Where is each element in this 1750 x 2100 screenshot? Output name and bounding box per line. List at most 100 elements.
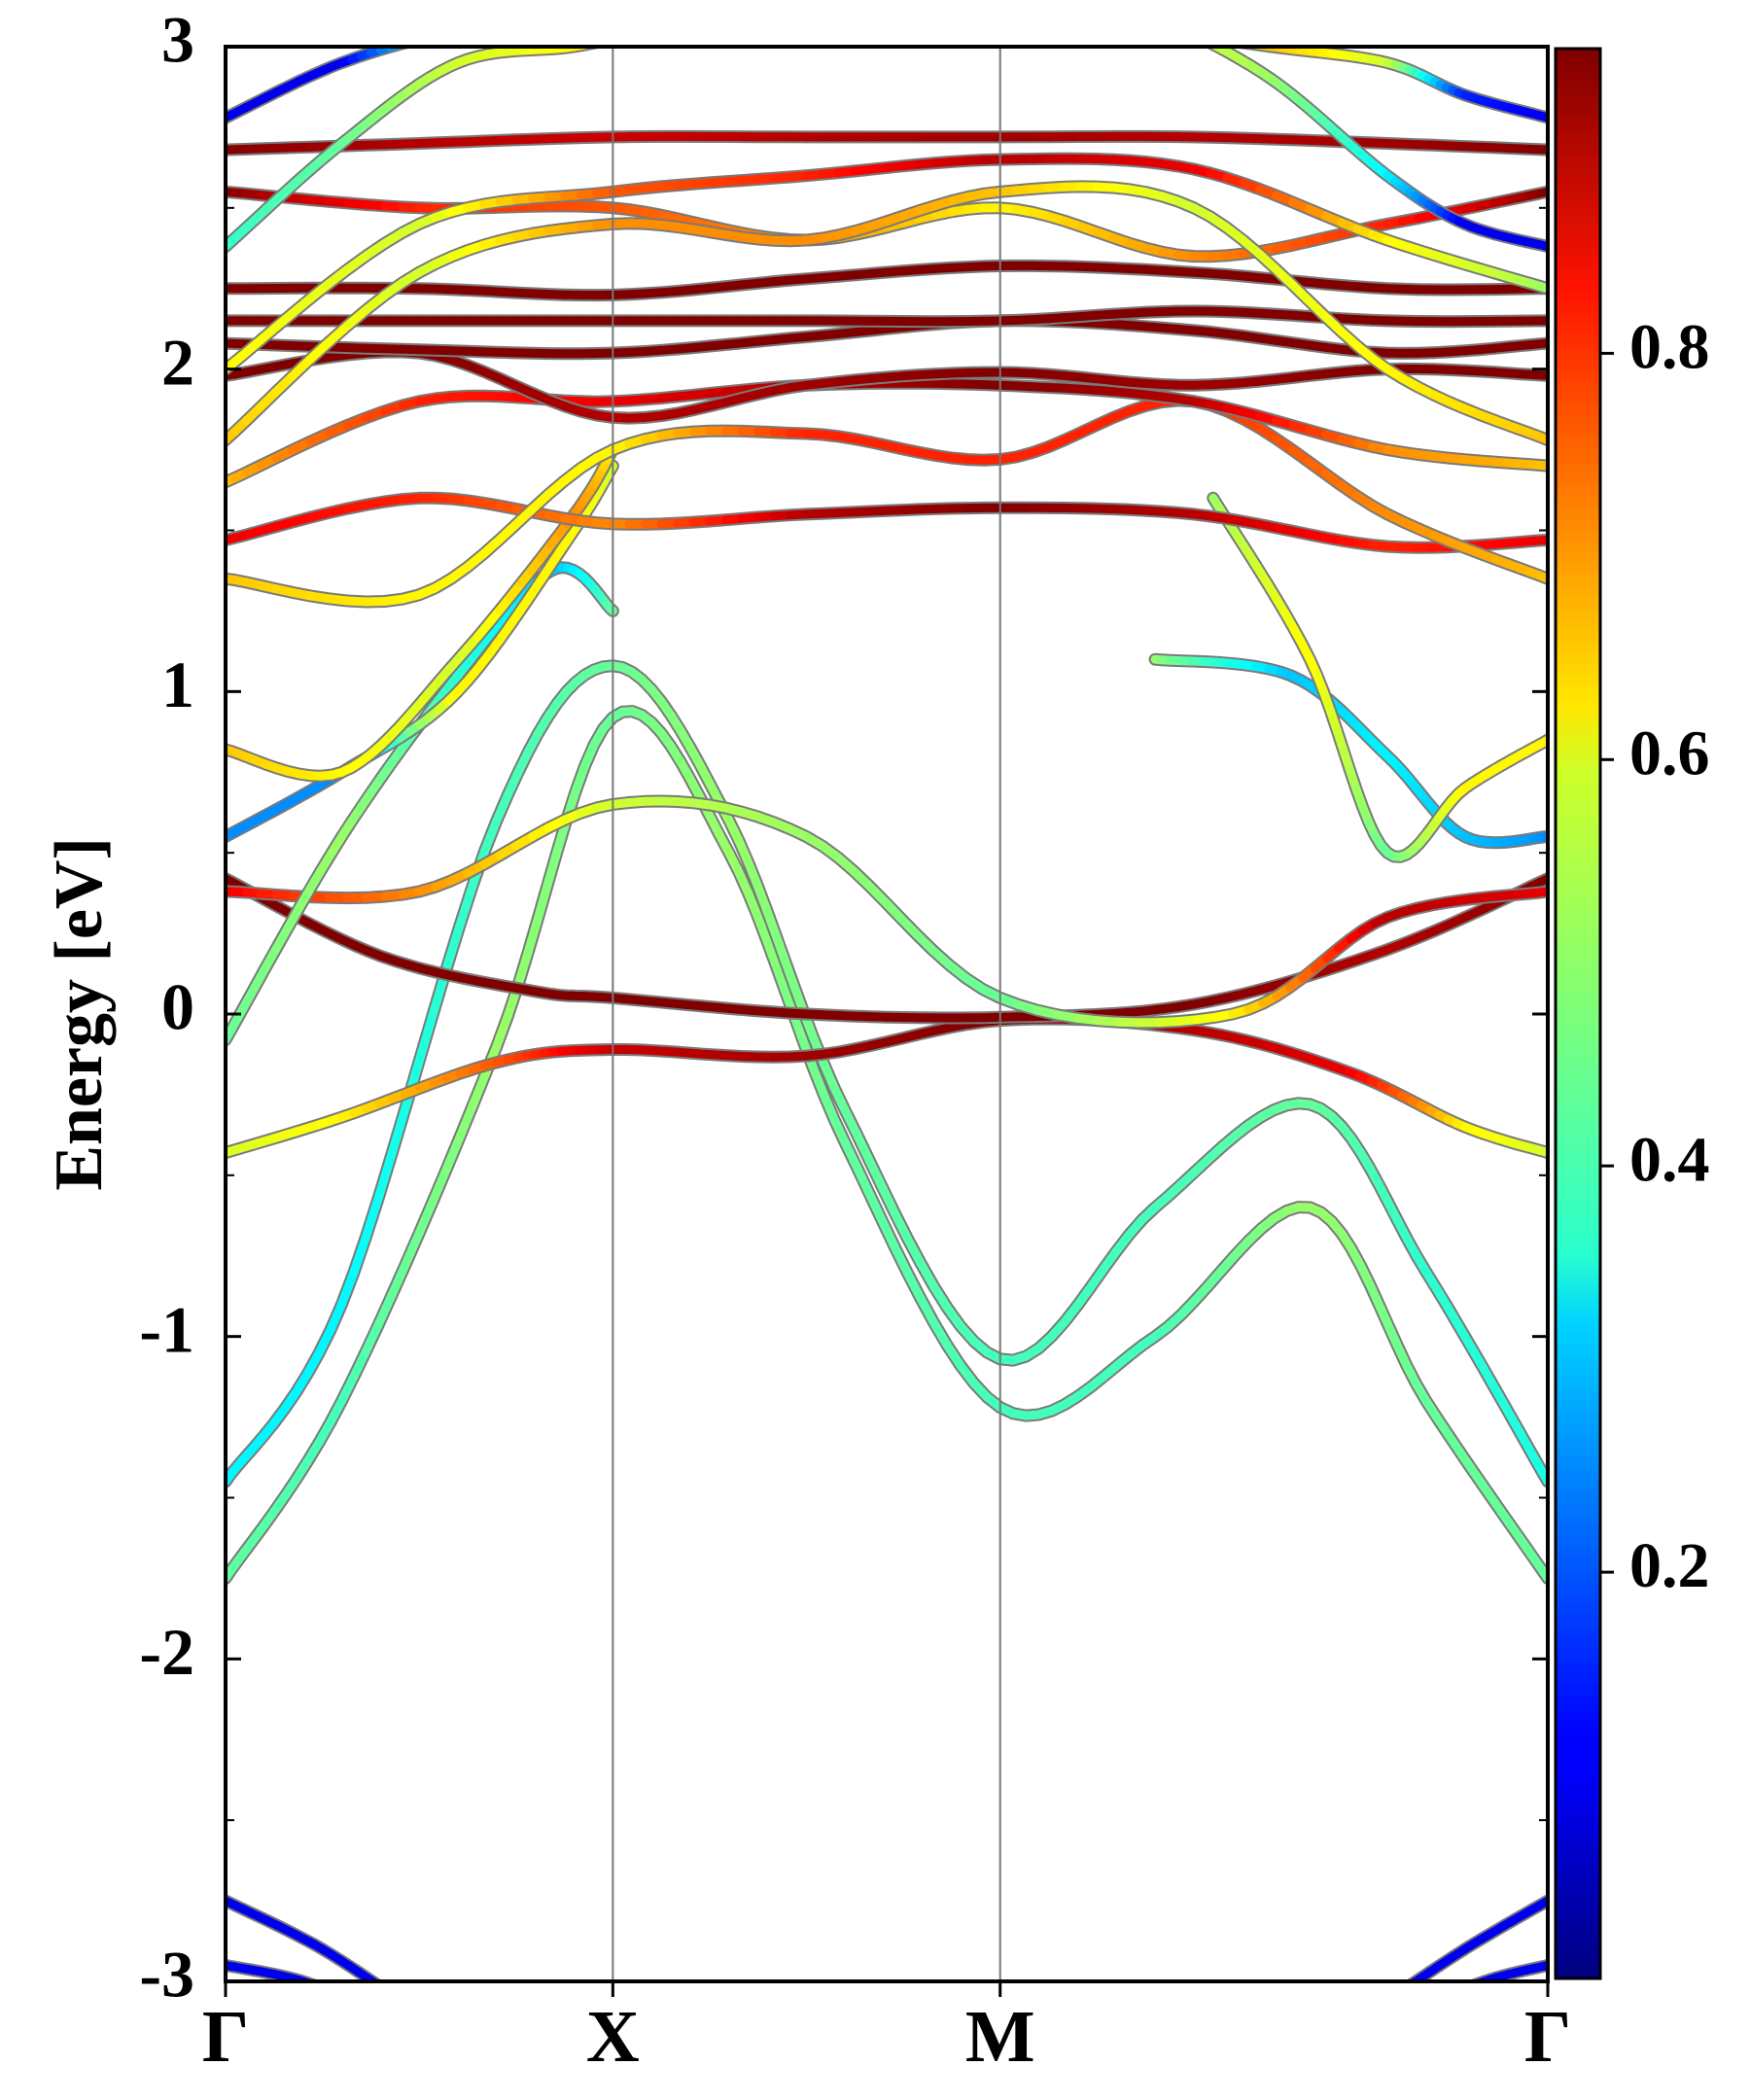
band-9 [1148, 652, 1548, 850]
y-tick-label: 1 [161, 648, 194, 721]
band-segment [606, 39, 613, 41]
y-tick-label: -2 [139, 1615, 194, 1689]
band-segment [354, 2002, 361, 2005]
band-segment [1155, 30, 1161, 31]
band-segment [1155, 15, 1161, 18]
band-segment [374, 1149, 397, 1202]
band-segment [1195, 35, 1206, 41]
y-tick-label: 2 [161, 325, 194, 399]
band-segment [633, 33, 639, 34]
band-segment [644, 31, 648, 32]
band-segment [455, 1102, 477, 1142]
band-segment [876, 1180, 898, 1216]
band-lines [226, 14, 1548, 2014]
band-segment [1168, 32, 1175, 33]
band-segment [1161, 18, 1168, 21]
band-segment [367, 2008, 372, 2011]
band-segment [361, 2005, 367, 2008]
band-segment [492, 790, 512, 825]
band-segment [1195, 36, 1206, 38]
band-segment [789, 1011, 809, 1047]
band-outline [1148, 652, 1548, 850]
band-segment [419, 37, 429, 39]
band-8 [226, 443, 619, 783]
band-segment [829, 1114, 850, 1148]
band-segment [864, 1154, 886, 1190]
band-segment [852, 1130, 874, 1164]
band-segment [374, 1290, 397, 1329]
band-segment [513, 947, 533, 990]
band-segment [876, 1214, 898, 1250]
band-segment [543, 847, 562, 889]
band-segment [386, 1990, 395, 1996]
band-segment [598, 41, 606, 43]
band-21 [226, 180, 1548, 447]
band-segment [429, 35, 438, 37]
band-outline [226, 794, 1548, 1030]
band-segment [1427, 2002, 1434, 2005]
band-1 [226, 705, 1548, 1585]
band-segment [1206, 38, 1216, 40]
band-24 [1155, 15, 1548, 254]
band-segment [498, 22, 508, 24]
kpoint-label: X [586, 1996, 640, 2078]
band-segment [1421, 2005, 1428, 2008]
band-12 [226, 394, 1548, 609]
colorbar-tick-label: 0.4 [1629, 1124, 1710, 1195]
band-segment [373, 1979, 381, 1981]
band-segment [492, 1012, 512, 1051]
band-segment [780, 955, 799, 991]
band-segment [414, 1009, 438, 1066]
band-segment [620, 36, 627, 38]
band-segment [448, 30, 458, 32]
band-segment [916, 1293, 938, 1327]
band-segment [1408, 1979, 1415, 1981]
band-7 [226, 459, 619, 844]
band-segment [349, 1347, 370, 1382]
band-segment [819, 1090, 839, 1124]
band-segment [539, 17, 548, 18]
band-segment [414, 2011, 419, 2013]
y-axis-label: Energy [eV] [42, 837, 117, 1191]
band-segment [1411, 2010, 1416, 2012]
band-14 [226, 345, 1548, 425]
band-segment [441, 1133, 465, 1174]
band-segment [401, 1228, 424, 1270]
band-segment [575, 14, 582, 15]
band-segment [372, 2010, 377, 2012]
band-25 [1155, 30, 1548, 124]
band-segment [852, 1162, 874, 1197]
band-segment [1228, 41, 1240, 43]
band-segment [408, 2007, 414, 2011]
band-segment [586, 47, 599, 49]
band-segment [566, 15, 575, 16]
band-segment [325, 1989, 332, 1992]
band-segment [305, 1978, 317, 1981]
kpoint-label: Γ [202, 1996, 249, 2078]
band-segment [534, 879, 552, 923]
band-segment [339, 1995, 347, 1998]
band-segment [890, 1241, 912, 1277]
band-segment [468, 27, 477, 29]
band-segment [639, 32, 644, 33]
band-segment [409, 39, 419, 42]
band-segment [468, 1070, 490, 1110]
band-segment [414, 1197, 438, 1238]
band-segment [557, 16, 566, 17]
band-segment [480, 816, 502, 856]
band-segment [648, 30, 652, 31]
band-segment [1416, 2008, 1421, 2011]
band-segment [819, 1059, 839, 1093]
band-segment [1450, 1992, 1457, 1995]
band-segment [438, 33, 448, 35]
band-segment [529, 18, 539, 19]
y-tick-label: -3 [139, 1938, 194, 2012]
band-segment [571, 761, 589, 796]
band-segment [1168, 21, 1175, 25]
band-segment [1407, 2012, 1411, 2014]
band-segment [761, 934, 781, 969]
band-segment [349, 1233, 370, 1278]
colorbar: 0.2 0.4 0.6 0.8 [1554, 47, 1710, 1980]
band-segment [1471, 1978, 1483, 1981]
